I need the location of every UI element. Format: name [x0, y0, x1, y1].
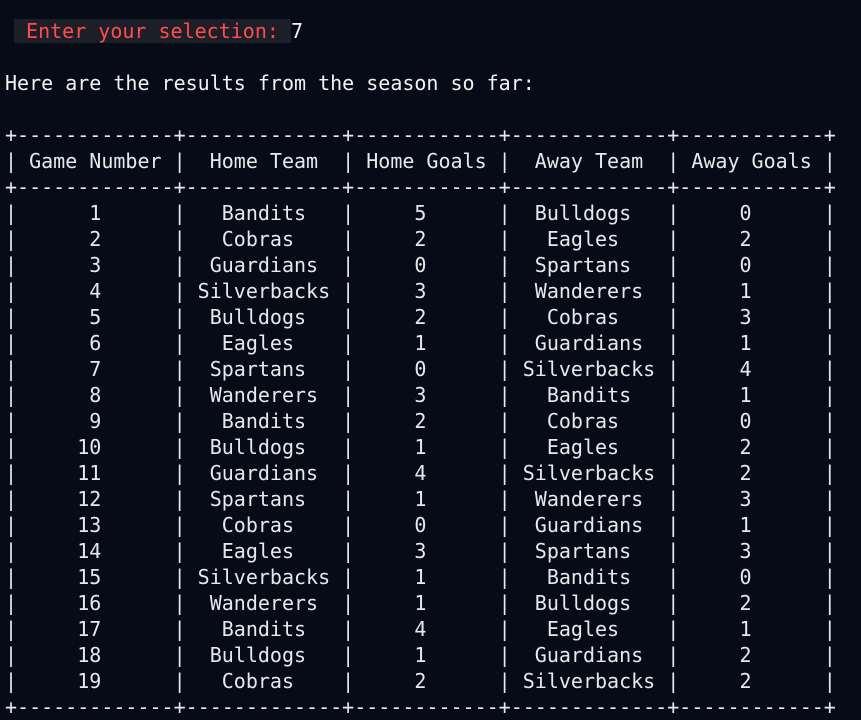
table-row: | 17 | Bandits | 4 | Eagles | 1 | [5, 617, 836, 641]
table-row: | 9 | Bandits | 2 | Cobras | 0 | [5, 409, 836, 433]
table-row: | 10 | Bulldogs | 1 | Eagles | 2 | [5, 435, 836, 459]
table-row: | 1 | Bandits | 5 | Bulldogs | 0 | [5, 201, 836, 225]
table-row: | 3 | Guardians | 0 | Spartans | 0 | [5, 253, 836, 277]
table-border-top: +-------------+-------------+-----------… [5, 123, 836, 147]
table-row: | 8 | Wanderers | 3 | Bandits | 1 | [5, 383, 836, 407]
table-row: | 14 | Eagles | 3 | Spartans | 3 | [5, 539, 836, 563]
table-header-separator: +-------------+-------------+-----------… [5, 175, 836, 199]
table-row: | 19 | Cobras | 2 | Silverbacks | 2 | [5, 669, 836, 693]
table-row: | 18 | Bulldogs | 1 | Guardians | 2 | [5, 643, 836, 667]
table-row: | 12 | Spartans | 1 | Wanderers | 3 | [5, 487, 836, 511]
table-row: | 6 | Eagles | 1 | Guardians | 1 | [5, 331, 836, 355]
table-border-bottom: +-------------+-------------+-----------… [5, 695, 836, 719]
table-row: | 5 | Bulldogs | 2 | Cobras | 3 | [5, 305, 836, 329]
prompt-line: Enter your selection: 7 [14, 18, 303, 44]
table-row: | 16 | Wanderers | 1 | Bulldogs | 2 | [5, 591, 836, 615]
table-row: | 4 | Silverbacks | 3 | Wanderers | 1 | [5, 279, 836, 303]
table-header-row: | Game Number | Home Team | Home Goals |… [5, 149, 836, 173]
intro-text: Here are the results from the season so … [5, 71, 535, 95]
table-row: | 7 | Spartans | 0 | Silverbacks | 4 | [5, 357, 836, 381]
prompt-input-value: 7 [290, 19, 303, 43]
table-row: | 11 | Guardians | 4 | Silverbacks | 2 | [5, 461, 836, 485]
table-row: | 15 | Silverbacks | 1 | Bandits | 0 | [5, 565, 836, 589]
prompt-label: Enter your selection: [14, 19, 291, 43]
table-row: | 13 | Cobras | 0 | Guardians | 1 | [5, 513, 836, 537]
table-row: | 2 | Cobras | 2 | Eagles | 2 | [5, 227, 836, 251]
